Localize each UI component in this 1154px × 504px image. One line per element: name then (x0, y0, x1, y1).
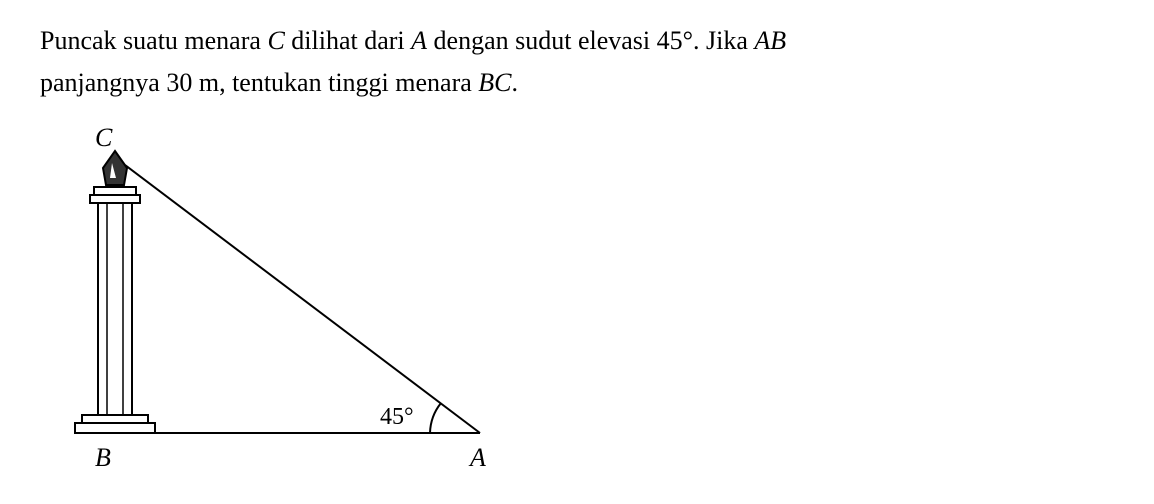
angle-label: 45° (380, 404, 414, 431)
variable-ab: AB (754, 26, 786, 55)
hypotenuse-line (125, 165, 480, 433)
diagram: C B A 45° (50, 123, 550, 473)
diagram-svg (50, 123, 550, 473)
label-b: B (95, 443, 111, 473)
monument-base-2 (82, 415, 148, 423)
monument-top-2 (94, 187, 136, 195)
label-c: C (95, 123, 112, 153)
text-part: Puncak suatu menara (40, 26, 267, 55)
variable-a: A (411, 26, 427, 55)
text-part: dilihat dari (285, 26, 411, 55)
monument-top-1 (90, 195, 140, 203)
text-part: . (512, 68, 519, 97)
monument-base-1 (75, 423, 155, 433)
variable-c: C (267, 26, 284, 55)
monument-column (98, 203, 132, 415)
variable-bc: BC (478, 68, 511, 97)
text-part: panjangnya 30 m, tentukan tinggi menara (40, 68, 478, 97)
angle-arc (430, 403, 441, 433)
label-a: A (470, 443, 486, 473)
problem-text: Puncak suatu menara C dilihat dari A den… (40, 20, 1114, 103)
monument-flame (103, 151, 127, 185)
text-part: dengan sudut elevasi 45°. Jika (427, 26, 754, 55)
